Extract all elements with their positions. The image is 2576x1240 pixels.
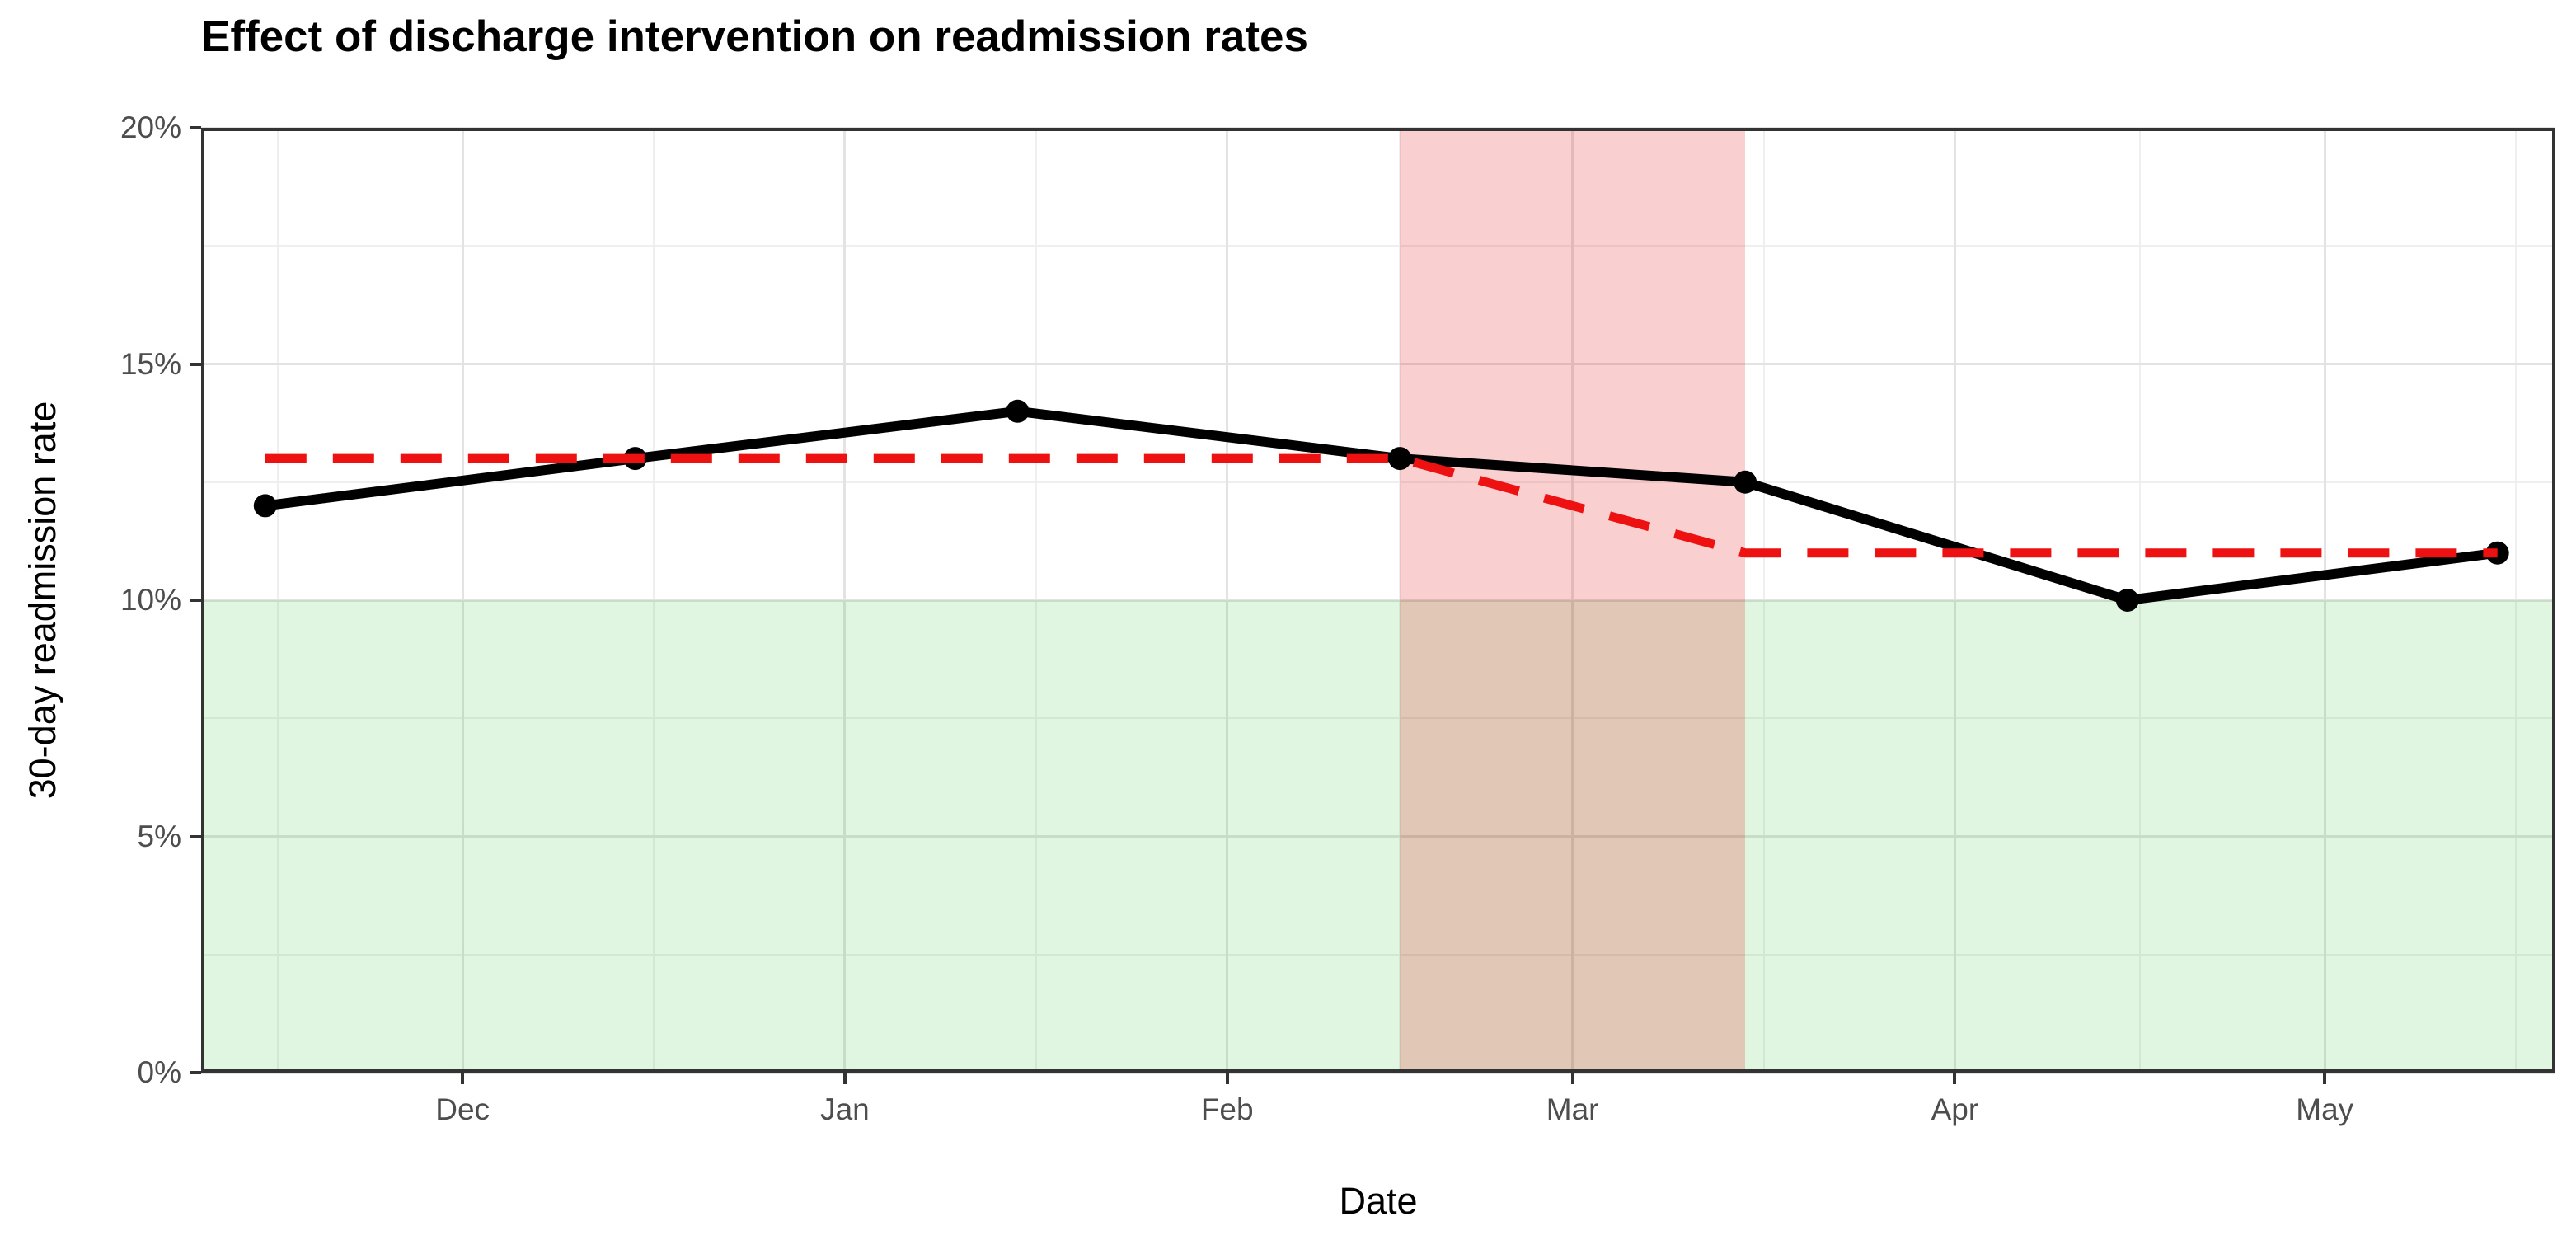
major-gridline-vertical <box>1226 128 1229 1073</box>
major-gridline-horizontal <box>201 1071 2555 1074</box>
y-tick-label: 0% <box>137 1055 181 1089</box>
y-tick-mark <box>190 126 201 129</box>
y-tick-label: 20% <box>120 110 181 144</box>
x-tick-label: Feb <box>1200 1092 1254 1126</box>
plot-panel <box>201 126 2555 1074</box>
major-gridline-vertical <box>461 128 464 1073</box>
major-gridline-horizontal <box>201 363 2555 365</box>
major-gridline-vertical <box>1953 128 1956 1073</box>
x-tick-label: Apr <box>1931 1092 1979 1126</box>
series-layer <box>253 399 2509 612</box>
minor-gridline-horizontal <box>201 953 2555 956</box>
minor-gridline-horizontal <box>201 245 2555 247</box>
x-tick-mark <box>2323 1073 2327 1084</box>
y-tick-mark <box>190 1071 201 1074</box>
data-point-nov-15 <box>253 494 277 518</box>
x-axis-title: Date <box>1339 1180 1418 1222</box>
major-gridline-vertical <box>843 128 847 1073</box>
data-point-apr-15 <box>2115 589 2139 612</box>
red-band-feb15-mar15 <box>1400 128 1746 1073</box>
x-tick-mark <box>842 1073 847 1084</box>
major-gridline-vertical <box>1571 128 1574 1073</box>
x-tick-label: Dec <box>435 1092 490 1126</box>
x-tick-label: May <box>2296 1092 2354 1126</box>
major-gridline-vertical <box>2323 128 2326 1073</box>
x-tick-mark <box>1225 1073 1229 1084</box>
major-gridline-horizontal <box>201 835 2555 838</box>
minor-gridline-horizontal <box>201 481 2555 483</box>
minor-gridline-horizontal <box>201 717 2555 720</box>
reference-dashed-red-line <box>265 453 2498 558</box>
chart-title: Effect of discharge intervention on read… <box>201 12 1308 61</box>
y-tick-label: 5% <box>137 819 181 853</box>
x-tick-label: Mar <box>1546 1092 1599 1126</box>
data-point-mar-15 <box>1734 470 1757 494</box>
observed-rate-solid-black-line <box>265 406 2499 605</box>
data-point-feb-15 <box>1388 447 1412 471</box>
x-tick-mark <box>461 1073 465 1084</box>
x-tick-mark <box>1953 1073 1957 1084</box>
data-point-jan-15 <box>1006 399 1030 423</box>
x-tick-mark <box>1570 1073 1574 1084</box>
y-tick-mark <box>190 834 201 838</box>
annotation-layer <box>201 128 2555 1073</box>
y-tick-label: 10% <box>120 583 181 617</box>
y-tick-mark <box>190 362 201 366</box>
green-zone-below-10pct <box>201 600 2555 1073</box>
x-tick-label: Jan <box>820 1092 870 1126</box>
y-tick-mark <box>190 599 201 602</box>
major-gridline-horizontal <box>201 599 2555 602</box>
y-tick-label: 15% <box>120 346 181 381</box>
